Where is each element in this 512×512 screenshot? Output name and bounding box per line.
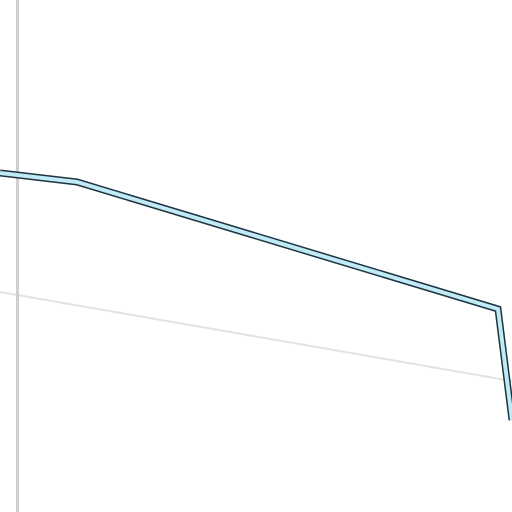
route-line[interactable] — [0, 171, 512, 421]
gridline-diagonal — [0, 291, 512, 382]
